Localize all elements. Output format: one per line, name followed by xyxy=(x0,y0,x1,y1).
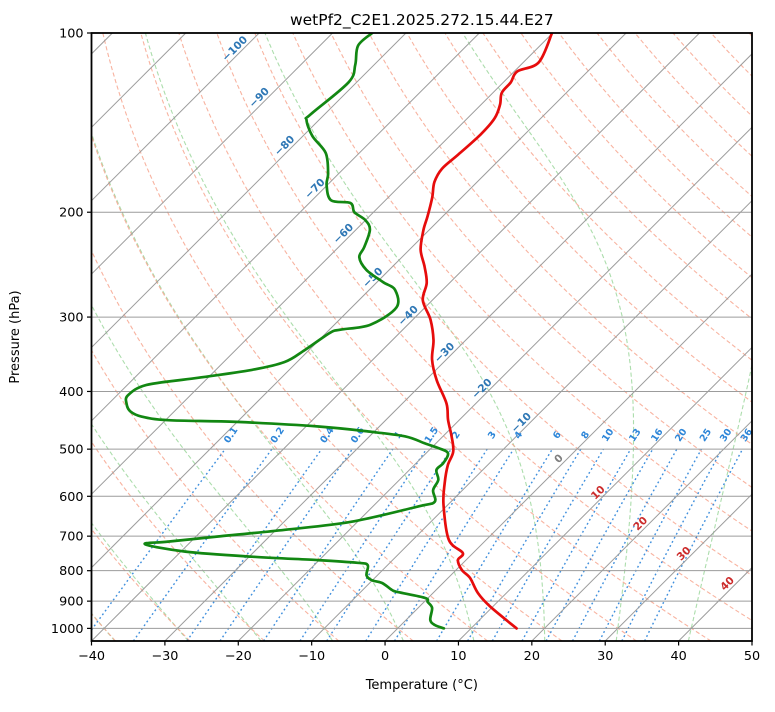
moist-adiabat-line xyxy=(264,33,546,641)
dry-adiabats xyxy=(91,33,752,641)
isotherm-line xyxy=(458,346,752,641)
isotherm-line xyxy=(91,33,480,422)
moist-adiabat-line xyxy=(462,33,635,641)
mixing-ratio-line xyxy=(91,448,226,632)
chart-root: −100−90−80−70−60−50−40−30−20−10010203040… xyxy=(51,27,760,665)
y-tick-label: 900 xyxy=(59,595,83,610)
moist-adiabat-line xyxy=(144,33,475,641)
dry-adiabat-line xyxy=(254,33,752,577)
mixing-ratio-label: 8 xyxy=(579,429,592,441)
isotherm-line xyxy=(91,33,407,349)
isotherm-line xyxy=(91,33,554,495)
mixing-ratio-line xyxy=(466,448,582,641)
chart-title: wetPf2_C2E1.2025.272.15.44.E27 xyxy=(290,11,554,30)
isotherm-line xyxy=(604,493,752,641)
mixing-ratio-line xyxy=(365,448,488,641)
x-tick-label: −30 xyxy=(151,649,178,664)
dry-adiabat-line xyxy=(91,349,340,641)
isotherm-line xyxy=(311,199,752,641)
isotherm-line xyxy=(91,33,260,202)
mixing-ratio-line xyxy=(326,448,452,641)
isotherm-line xyxy=(384,273,752,641)
y-tick-label: 1000 xyxy=(51,622,84,637)
mixing-ratio-label: 3 xyxy=(486,430,499,442)
pressure-gridlines xyxy=(91,33,752,629)
dry-adiabat-line xyxy=(292,33,752,532)
mixing-ratio-label: 4 xyxy=(512,429,525,441)
x-tick-label: 20 xyxy=(524,649,540,664)
dry-adiabat-line xyxy=(140,33,637,641)
profile-curves xyxy=(124,33,554,630)
dry-adiabat-line xyxy=(406,33,752,403)
mixing-ratio-line xyxy=(263,448,394,641)
mixing-ratio-label: 6 xyxy=(551,429,564,441)
mixing-ratio-line xyxy=(621,448,723,641)
mixing-ratio-line xyxy=(132,448,273,641)
dry-adiabat-line xyxy=(91,249,414,641)
x-tick-label: 10 xyxy=(450,649,466,664)
axis-ticks: −40 −30 −20 −10 0 10 20 30 40 50 100 200 300 400 500 60… xyxy=(51,27,760,665)
isotherm-line xyxy=(164,53,752,641)
mixing-ratio-line xyxy=(521,448,632,641)
x-tick-label: 0 xyxy=(381,649,389,664)
y-tick-label: 100 xyxy=(59,27,83,42)
isotherm-line xyxy=(531,420,752,641)
y-tick-label: 700 xyxy=(59,530,83,545)
dry-adiabat-line xyxy=(444,33,752,361)
x-tick-label: 40 xyxy=(670,649,686,664)
mixing-ratio-line xyxy=(598,448,703,641)
mixing-ratio-label: 2 xyxy=(450,430,463,442)
moist-adiabats xyxy=(91,33,752,641)
x-tick-label: −40 xyxy=(78,649,105,664)
x-axis-label: Temperature (°C) xyxy=(365,678,478,693)
y-axis-label: Pressure (hPa) xyxy=(8,290,23,383)
temperature-curve xyxy=(419,33,554,630)
dry-adiabat-line xyxy=(330,33,752,489)
y-tick-label: 400 xyxy=(59,385,83,400)
mixing-ratio-line xyxy=(219,448,353,641)
dewpoint-curve xyxy=(124,33,450,630)
x-tick-label: −20 xyxy=(225,649,252,664)
isotherm-line xyxy=(91,33,333,275)
x-tick-label: −10 xyxy=(298,649,325,664)
y-tick-label: 600 xyxy=(59,490,83,505)
y-tick-label: 500 xyxy=(59,443,83,458)
dry-adiabat-line xyxy=(216,33,752,622)
y-tick-label: 200 xyxy=(59,206,83,221)
dry-adiabat-line xyxy=(102,33,563,641)
dry-adiabat-line xyxy=(178,33,712,641)
y-tick-label: 800 xyxy=(59,564,83,579)
plot-border xyxy=(90,32,753,642)
mixing-ratio-line xyxy=(571,448,678,641)
isotherm-line xyxy=(237,126,752,641)
mixing-ratio-line xyxy=(491,448,605,641)
x-tick-label: 30 xyxy=(597,649,613,664)
mixing-ratio-line xyxy=(186,448,323,641)
x-tick-label: 50 xyxy=(744,649,760,664)
y-tick-label: 300 xyxy=(59,311,83,326)
